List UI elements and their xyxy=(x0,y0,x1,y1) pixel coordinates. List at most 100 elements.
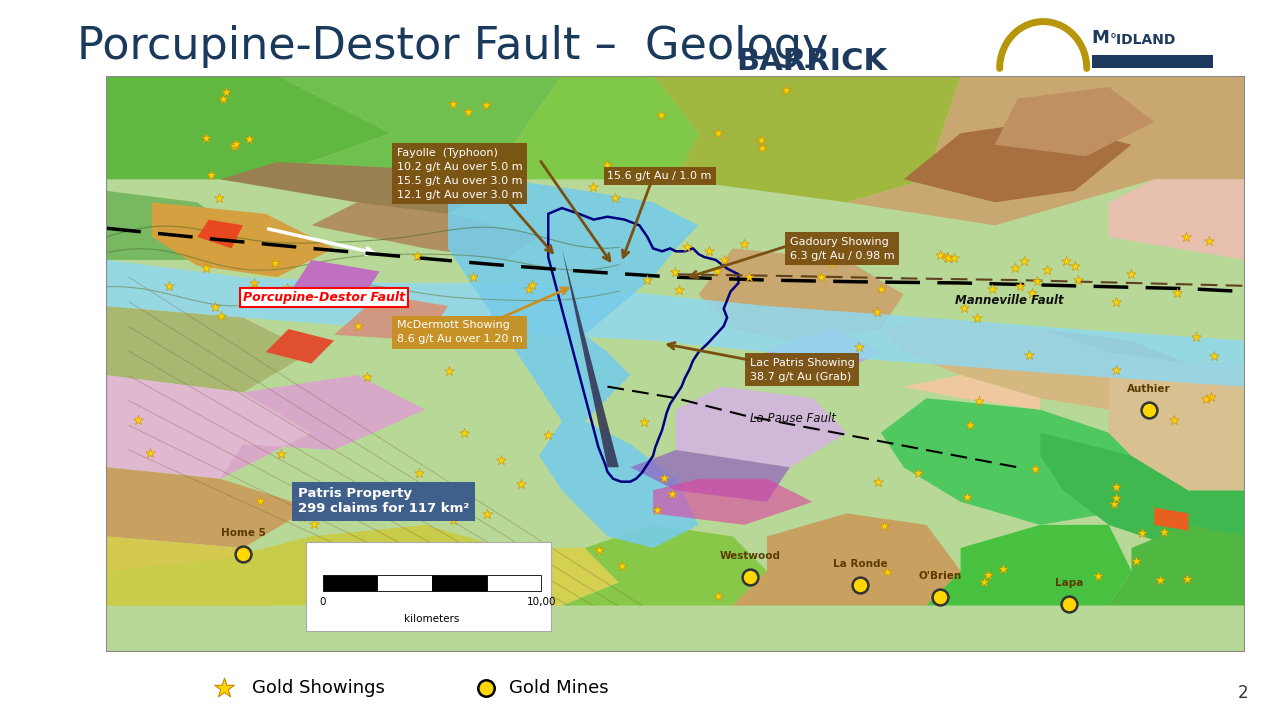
Polygon shape xyxy=(448,179,699,548)
Point xyxy=(751,143,772,154)
Point xyxy=(1027,275,1047,287)
Polygon shape xyxy=(562,248,620,467)
Point xyxy=(1019,349,1039,361)
Point xyxy=(454,428,475,439)
Polygon shape xyxy=(630,450,790,502)
Point xyxy=(225,138,246,149)
Point xyxy=(452,163,472,174)
Point xyxy=(426,165,447,176)
Point xyxy=(582,181,603,193)
Point xyxy=(740,571,760,582)
Point xyxy=(1132,527,1152,539)
Point xyxy=(668,284,689,296)
Point xyxy=(498,578,518,590)
Text: 0: 0 xyxy=(320,597,326,607)
Point xyxy=(292,511,312,523)
Polygon shape xyxy=(927,525,1132,606)
Point xyxy=(978,570,998,581)
Point xyxy=(865,235,886,247)
Bar xyxy=(486,575,541,591)
Point xyxy=(937,251,957,262)
Polygon shape xyxy=(106,260,1245,387)
Bar xyxy=(323,575,378,591)
Text: McDermott Showing
8.6 g/t Au over 1.20 m: McDermott Showing 8.6 g/t Au over 1.20 m xyxy=(397,320,522,344)
Point xyxy=(1106,296,1126,307)
Point xyxy=(250,495,270,507)
Point xyxy=(1106,481,1126,492)
Text: Manneville Fault: Manneville Fault xyxy=(955,294,1064,307)
Polygon shape xyxy=(847,76,1245,225)
Point xyxy=(522,279,543,290)
Polygon shape xyxy=(220,375,425,479)
Polygon shape xyxy=(152,202,334,277)
Point xyxy=(1056,255,1076,266)
Point xyxy=(982,284,1002,295)
Polygon shape xyxy=(243,76,562,179)
Point xyxy=(209,192,229,204)
Point xyxy=(1164,414,1184,426)
Point xyxy=(1010,280,1030,292)
Point xyxy=(1198,235,1219,246)
Point xyxy=(699,246,719,257)
Text: Lac Patris Showing
38.7 g/t Au (Grab): Lac Patris Showing 38.7 g/t Au (Grab) xyxy=(750,358,855,382)
Bar xyxy=(378,575,433,591)
Polygon shape xyxy=(744,329,881,375)
Polygon shape xyxy=(904,375,1041,410)
Point xyxy=(960,419,980,431)
Polygon shape xyxy=(1041,433,1245,548)
Point xyxy=(477,508,498,519)
Point xyxy=(850,580,870,591)
Point xyxy=(196,262,216,274)
Point xyxy=(476,683,497,694)
Point xyxy=(654,473,675,485)
Point xyxy=(835,245,855,256)
Text: La Ronde: La Ronde xyxy=(833,559,888,570)
Point xyxy=(407,250,428,261)
Text: Patris Property
299 claims for 117 km²: Patris Property 299 claims for 117 km² xyxy=(298,487,468,516)
Point xyxy=(870,283,891,294)
Point xyxy=(1106,492,1126,504)
Text: Porcupine-Destor Fault: Porcupine-Destor Fault xyxy=(243,291,404,304)
Point xyxy=(457,106,477,117)
Text: Gadoury Showing
6.3 g/t Au / 0.98 m: Gadoury Showing 6.3 g/t Au / 0.98 m xyxy=(790,237,895,261)
Text: Authier: Authier xyxy=(1126,384,1170,394)
Polygon shape xyxy=(653,76,961,202)
Point xyxy=(196,132,216,144)
Point xyxy=(943,253,964,264)
Text: M: M xyxy=(1092,29,1110,47)
Point xyxy=(388,181,408,192)
Point xyxy=(1153,526,1174,538)
Polygon shape xyxy=(288,260,380,306)
Point xyxy=(1176,573,1197,585)
Point xyxy=(1065,260,1085,271)
Text: BARRICK: BARRICK xyxy=(736,47,887,76)
Point xyxy=(652,109,672,121)
Point xyxy=(463,271,484,282)
Point xyxy=(1149,575,1170,586)
Point xyxy=(707,265,727,276)
Polygon shape xyxy=(106,536,334,606)
Point xyxy=(1201,391,1221,402)
Polygon shape xyxy=(197,220,243,248)
Polygon shape xyxy=(1041,329,1245,410)
Point xyxy=(636,274,657,286)
Text: 2: 2 xyxy=(1238,684,1248,701)
Polygon shape xyxy=(562,525,767,606)
Text: Lapa: Lapa xyxy=(1055,578,1083,588)
Point xyxy=(714,254,735,266)
Polygon shape xyxy=(266,329,334,364)
Polygon shape xyxy=(1108,525,1245,606)
Point xyxy=(410,467,430,478)
Point xyxy=(234,294,255,305)
Point xyxy=(931,249,951,261)
Point xyxy=(303,518,324,530)
Polygon shape xyxy=(995,87,1155,156)
Text: O'Brien: O'Brien xyxy=(919,571,961,581)
Polygon shape xyxy=(311,202,539,260)
Point xyxy=(929,591,950,603)
FancyBboxPatch shape xyxy=(1092,55,1213,68)
Point xyxy=(476,99,497,111)
Point xyxy=(646,505,667,516)
Point xyxy=(244,282,265,294)
Text: EXPLORATION: EXPLORATION xyxy=(1126,59,1180,65)
